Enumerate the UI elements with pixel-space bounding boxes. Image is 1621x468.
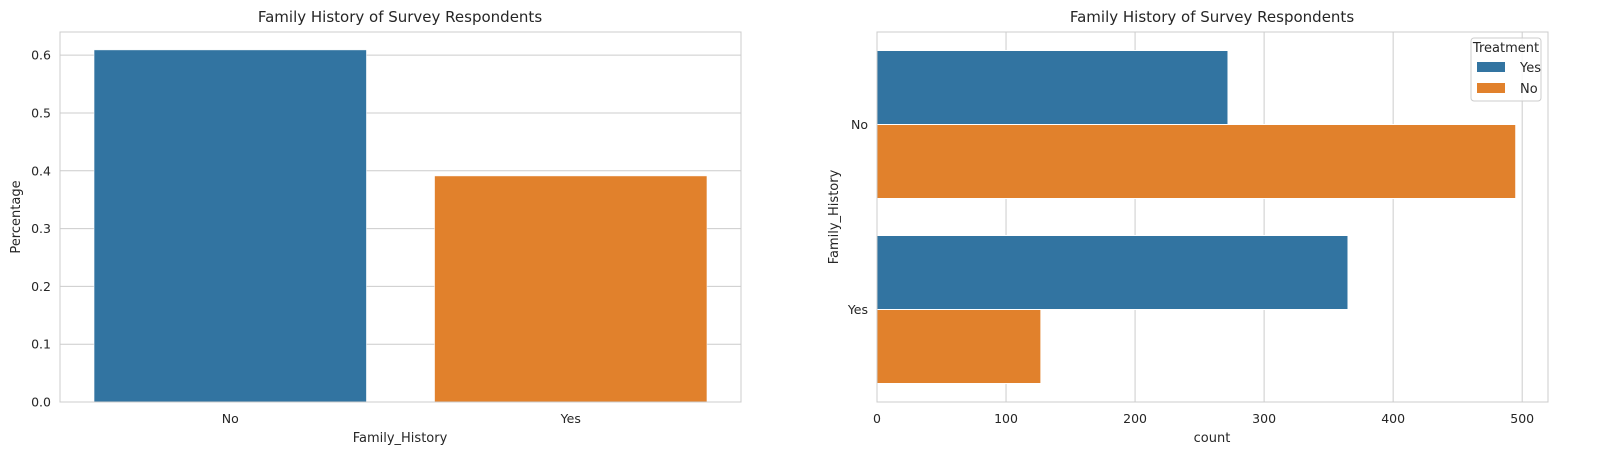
left-x-axis-label: Family_History: [353, 431, 448, 446]
left-chart-title: Family History of Survey Respondents: [258, 8, 542, 26]
right-y-tick-labels: No Yes: [847, 117, 868, 317]
right-x-tick-label: 200: [1123, 411, 1147, 426]
left-bars: [93, 49, 708, 403]
left-bar-no: [93, 49, 367, 403]
left-y-tick-label: 0.3: [31, 221, 51, 236]
right-x-tick-label: 0: [873, 411, 881, 426]
legend-label-no: No: [1520, 82, 1538, 97]
right-chart: 0 100 200 300 400 500 No Yes Family History of…: [827, 8, 1549, 446]
legend-label-yes: Yes: [1519, 61, 1541, 76]
left-bar-yes: [434, 175, 708, 403]
right-y-axis-label: Family_History: [827, 169, 842, 264]
right-chart-title: Family History of Survey Respondents: [1070, 8, 1354, 26]
right-bars: [876, 50, 1517, 384]
left-y-axis-label: Percentage: [9, 180, 24, 253]
right-x-tick-labels: 0 100 200 300 400 500: [873, 411, 1534, 426]
right-x-tick-label: 300: [1252, 411, 1276, 426]
right-x-tick-label: 400: [1381, 411, 1405, 426]
left-y-tick-label: 0.0: [31, 395, 51, 410]
right-bar-yes-no: [876, 309, 1042, 384]
right-bar-no-no: [876, 124, 1517, 199]
left-chart: 0.0 0.1 0.2 0.3 0.4 0.5 0.6 No Yes Family Histo…: [9, 8, 742, 446]
right-y-tick-label: No: [851, 117, 868, 132]
legend: Treatment Yes No: [1470, 37, 1542, 102]
right-y-tick-label: Yes: [847, 302, 868, 317]
legend-title: Treatment: [1472, 41, 1539, 56]
right-plot-frame: [876, 31, 1549, 403]
left-y-tick-label: 0.6: [31, 48, 51, 63]
right-bar-yes-yes: [876, 235, 1349, 310]
left-y-tick-label: 0.1: [31, 337, 51, 352]
right-bar-no-yes: [876, 50, 1229, 125]
left-y-tick-label: 0.5: [31, 105, 51, 120]
left-plot-frame: [59, 31, 742, 403]
right-x-axis-label: count: [1194, 431, 1231, 446]
right-x-tick-label: 100: [994, 411, 1018, 426]
legend-swatch-yes: [1477, 62, 1505, 72]
left-x-tick-labels: No Yes: [222, 411, 581, 426]
legend-swatch-no: [1477, 83, 1505, 93]
right-x-tick-label: 500: [1510, 411, 1534, 426]
left-y-tick-label: 0.2: [31, 279, 51, 294]
left-x-tick-label: No: [222, 411, 239, 426]
left-y-tick-labels: 0.0 0.1 0.2 0.3 0.4 0.5 0.6: [31, 48, 51, 410]
left-x-tick-label: Yes: [560, 411, 581, 426]
left-y-tick-label: 0.4: [31, 163, 51, 178]
